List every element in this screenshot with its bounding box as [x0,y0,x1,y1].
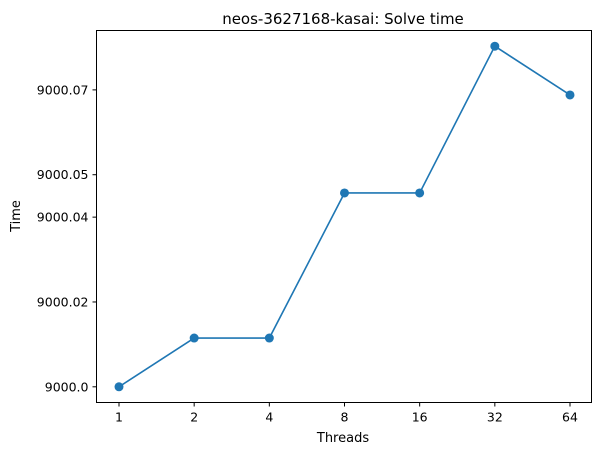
x-tick-label: 8 [341,410,349,425]
data-point [189,333,199,343]
data-point [340,188,349,198]
plot-area [114,41,575,392]
x-tick-label: 4 [265,410,273,425]
data-point [114,382,124,392]
x-tick-label: 64 [562,410,578,425]
data-point [565,90,575,100]
x-tick-label: 32 [487,410,503,425]
chart-title: neos-3627168-kasai: Solve time [222,10,464,28]
data-point [490,41,500,51]
y-tick-label: 9000.05 [37,167,89,182]
y-tick-label: 9000.02 [37,294,89,309]
x-axis-label: Threads [316,431,369,446]
x-tick-label: 2 [190,410,198,425]
y-tick-label: 9000.07 [37,82,89,97]
x-tick-label: 16 [412,410,428,425]
data-point [415,188,425,198]
x-tick-label: 1 [115,410,123,425]
y-axis-label: Time [9,200,24,233]
y-tick-label: 9000.0 [45,379,89,394]
y-axis: 9000.0 9000.02 9000.04 9000.05 9000.07 [37,82,97,394]
data-point [264,333,274,343]
y-tick-label: 9000.04 [37,210,89,225]
x-axis: 1 2 4 8 16 32 64 [115,402,578,425]
